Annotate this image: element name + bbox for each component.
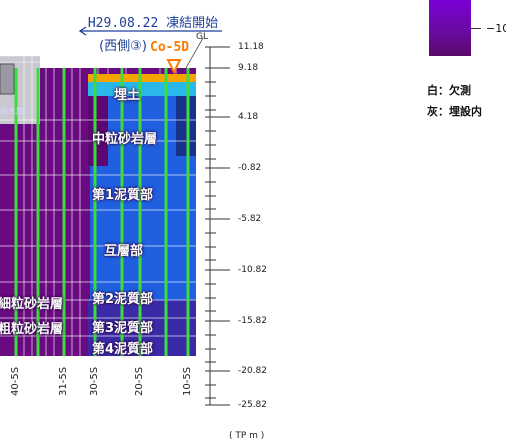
- layer-label-fine-sandstone: 細粒砂岩層: [0, 293, 63, 312]
- depth-tick-5: -10.82: [238, 265, 267, 275]
- depth-tick-3: -0.82: [238, 163, 261, 173]
- legend-tick: [471, 28, 481, 29]
- well-label-10-5s: 10-5S: [182, 367, 193, 396]
- layer-label-coarse-sandstone: 粗粒砂岩層: [0, 318, 63, 337]
- layer-label-mud-1: 第1泥質部: [92, 184, 153, 203]
- drainage-structure-inner: [0, 64, 14, 94]
- layer-label-medium-sandstone: 中粒砂岩層: [92, 128, 157, 147]
- layer-label-fill: 埋土: [114, 84, 140, 103]
- well-label-20-5s: 20-5S: [134, 367, 145, 396]
- fill-layer-orange: [88, 74, 196, 82]
- diagram-subtitle: (西側③): [88, 35, 158, 54]
- frozen-block-deep-top: [176, 96, 196, 156]
- marker-label: Co-5D: [150, 40, 189, 55]
- well-label-31-5s: 31-5S: [58, 367, 69, 396]
- depth-tick-4: -5.82: [238, 214, 261, 224]
- layer-label-mud-4: 第4泥質部: [92, 338, 153, 357]
- depth-tick-6: -15.82: [238, 316, 267, 326]
- legend-value: −10: [486, 22, 506, 35]
- gl-label: GL: [196, 32, 208, 42]
- drainage-label: 排水路: [0, 106, 24, 117]
- diagram-title: H29.08.22 凍結開始: [68, 12, 238, 31]
- depth-tick-7: -20.82: [238, 366, 267, 376]
- depth-tick-8: -25.82: [238, 400, 267, 410]
- depth-tick-1: 9.18: [238, 63, 258, 73]
- legend-color-bar: [429, 0, 471, 56]
- depth-tick-0: 11.18: [238, 42, 264, 52]
- legend-note-buried: 灰：埋設内: [427, 103, 482, 119]
- depth-ruler: [205, 47, 230, 405]
- layer-label-mud-2: 第2泥質部: [92, 288, 153, 307]
- legend-gradient: [429, 0, 471, 56]
- depth-tick-2: 4.18: [238, 112, 258, 122]
- depth-unit: ( TP m ): [229, 431, 264, 441]
- layer-label-mud-3: 第3泥質部: [92, 317, 153, 336]
- well-label-40-5s: 40-5S: [10, 367, 21, 396]
- cross-section-diagram: [0, 0, 230, 446]
- well-label-30-5s: 30-5S: [89, 367, 100, 396]
- legend-note-missing: 白：欠測: [427, 82, 471, 98]
- fill-layer-cyan: [88, 82, 196, 96]
- layer-label-alternation: 互層部: [104, 240, 143, 259]
